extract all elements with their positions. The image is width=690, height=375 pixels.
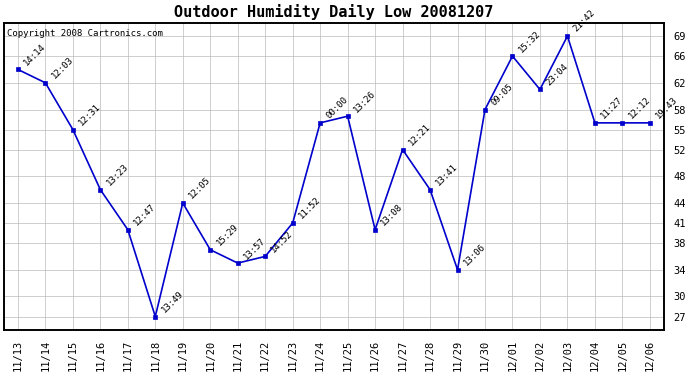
Text: 15:32: 15:32	[517, 28, 542, 54]
Text: 00:00: 00:00	[324, 95, 350, 121]
Text: 11:27: 11:27	[599, 95, 624, 121]
Text: 21:42: 21:42	[571, 9, 597, 34]
Text: 19:43: 19:43	[654, 95, 680, 121]
Text: 14:14: 14:14	[22, 42, 48, 67]
Text: 12:21: 12:21	[406, 122, 432, 147]
Text: 13:08: 13:08	[380, 202, 404, 228]
Text: 13:49: 13:49	[159, 289, 185, 314]
Text: 12:47: 12:47	[132, 202, 157, 228]
Text: 14:52: 14:52	[269, 229, 295, 254]
Text: 12:12: 12:12	[627, 95, 652, 121]
Text: Copyright 2008 Cartronics.com: Copyright 2008 Cartronics.com	[8, 29, 164, 38]
Text: 23:04: 23:04	[544, 62, 569, 87]
Text: 15:29: 15:29	[215, 222, 240, 248]
Text: 12:03: 12:03	[50, 55, 75, 81]
Text: 09:05: 09:05	[489, 82, 515, 107]
Text: 13:06: 13:06	[462, 242, 487, 268]
Text: 12:05: 12:05	[187, 176, 213, 201]
Text: 13:41: 13:41	[434, 162, 460, 188]
Text: 11:52: 11:52	[297, 195, 322, 221]
Text: 13:57: 13:57	[242, 236, 267, 261]
Text: 13:26: 13:26	[352, 88, 377, 114]
Text: 13:23: 13:23	[104, 162, 130, 188]
Text: 12:31: 12:31	[77, 102, 102, 128]
Title: Outdoor Humidity Daily Low 20081207: Outdoor Humidity Daily Low 20081207	[174, 4, 493, 20]
